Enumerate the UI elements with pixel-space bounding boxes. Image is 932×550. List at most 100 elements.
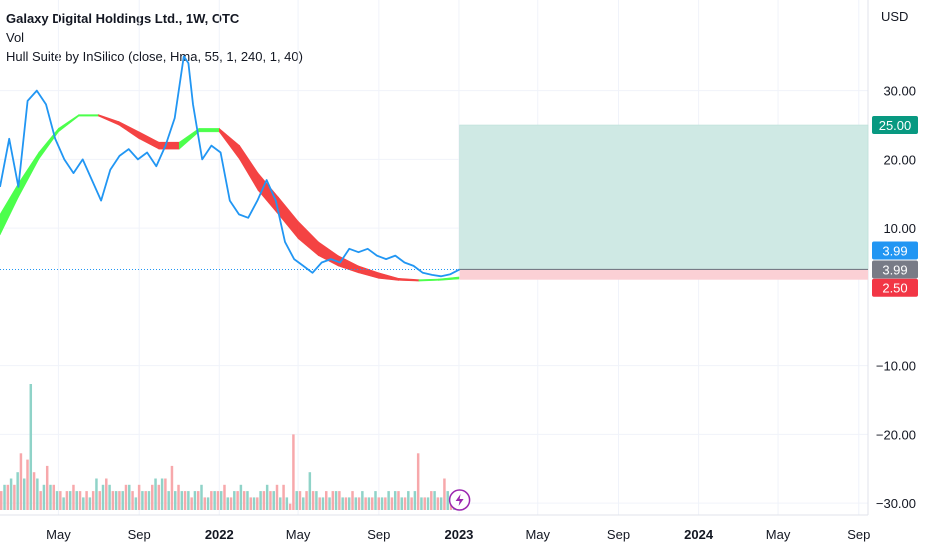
volume-bar xyxy=(321,497,325,510)
volume-bar xyxy=(334,491,338,510)
volume-bar xyxy=(101,484,105,510)
chart-legend: Galaxy Digital Holdings Ltd., 1W, OTC Vo… xyxy=(6,9,303,66)
volume-bar xyxy=(446,491,449,510)
last-price-badge-label: 3.99 xyxy=(882,243,907,258)
y-tick-label: −10.00 xyxy=(876,359,916,374)
stop-price-badge xyxy=(872,278,918,297)
volume-bar xyxy=(177,484,180,510)
volume-bar xyxy=(226,497,230,510)
volume-bar xyxy=(354,497,358,510)
volume-bar xyxy=(292,434,295,510)
volume-bar xyxy=(351,491,354,510)
volume-bar xyxy=(141,491,144,510)
volume-bar xyxy=(118,491,121,510)
volume-bar xyxy=(98,491,101,510)
volume-bar xyxy=(42,484,46,510)
hull-indicator-label[interactable]: Hull Suite by InSilico (close, Hma, 55, … xyxy=(6,49,303,64)
volume-bar xyxy=(68,491,72,510)
volume-bar xyxy=(302,497,305,510)
hull-band-segment xyxy=(218,127,240,161)
hull-band-segment xyxy=(198,128,220,133)
volume-bar xyxy=(341,497,344,510)
target-zone[interactable] xyxy=(459,124,869,270)
volume-bar xyxy=(167,491,170,510)
volume-bar xyxy=(377,497,381,510)
volume-bar xyxy=(6,484,10,510)
y-tick-label: 30.00 xyxy=(883,84,916,99)
volume-bar xyxy=(426,497,430,510)
volume-bar xyxy=(305,491,308,510)
volume-bar xyxy=(196,491,200,510)
hull-band-segment xyxy=(0,182,19,236)
volume-bar xyxy=(164,478,167,510)
volume-bar xyxy=(374,491,377,510)
volume-bar xyxy=(229,497,233,510)
volume-bar xyxy=(259,491,262,510)
volume-bar xyxy=(288,503,292,510)
volume-bar xyxy=(62,497,65,510)
volume-bar xyxy=(308,472,312,510)
volume-bar xyxy=(410,497,413,510)
volume-bar xyxy=(216,491,220,510)
volume-bar xyxy=(134,497,138,510)
hull-band-segment xyxy=(378,272,399,281)
volume-bar xyxy=(206,497,210,510)
volume-indicator-label[interactable]: Vol xyxy=(6,30,25,45)
stop-price-badge-label: 2.50 xyxy=(882,281,907,296)
x-tick-label: Sep xyxy=(847,527,870,542)
volume-bar xyxy=(203,497,207,510)
volume-bar xyxy=(361,491,364,510)
x-tick-label: 2024 xyxy=(684,527,714,542)
volume-bar xyxy=(272,491,275,510)
hull-band-segment xyxy=(178,127,200,150)
x-tick-label: May xyxy=(46,527,71,542)
y-tick-label: −20.00 xyxy=(876,427,916,442)
entry-price-badge xyxy=(872,260,918,279)
volume-bar xyxy=(279,497,282,510)
volume-bar xyxy=(82,497,85,510)
stop-zone[interactable] xyxy=(459,269,868,280)
lightning-glyph xyxy=(455,494,464,506)
volume-bar xyxy=(49,484,52,510)
volume-bar xyxy=(328,497,331,510)
volume-bar xyxy=(436,497,440,510)
volume-bar xyxy=(154,478,157,510)
volume-bar xyxy=(285,497,289,510)
volume-bar xyxy=(370,497,374,510)
y-tick-label: 10.00 xyxy=(883,221,916,236)
volume-bar xyxy=(105,478,108,510)
volume-bar xyxy=(269,491,272,510)
hull-band-segment xyxy=(337,255,359,274)
volume-bar xyxy=(239,484,243,510)
volume-bar xyxy=(39,491,42,510)
symbol-title[interactable]: Galaxy Digital Holdings Ltd., 1W, OTC xyxy=(6,11,240,26)
volume-bar xyxy=(311,491,315,510)
volume-bar xyxy=(384,497,387,510)
price-line[interactable] xyxy=(0,55,461,278)
volume-bar xyxy=(9,478,13,510)
currency-label[interactable]: USD xyxy=(881,9,909,24)
volume-bar xyxy=(433,491,436,510)
hull-band-segment xyxy=(58,114,80,133)
hull-band-segment xyxy=(278,196,299,240)
volume-bar xyxy=(275,484,279,510)
volume-bar xyxy=(400,497,403,510)
volume-bar xyxy=(423,497,426,510)
x-tick-label: Sep xyxy=(607,527,630,542)
volume-bar xyxy=(3,484,6,510)
volume-bar xyxy=(114,491,118,510)
volume-bar xyxy=(430,491,433,510)
volume-bar xyxy=(22,478,26,510)
volume-bar xyxy=(407,491,410,510)
volume-bar xyxy=(26,459,29,510)
volume-bar xyxy=(364,497,367,510)
volume-bar xyxy=(252,497,256,510)
volume-bar xyxy=(65,491,69,510)
volume-bar xyxy=(75,491,78,510)
volume-bar xyxy=(187,491,190,510)
target-price-badge-label: 25.00 xyxy=(879,118,912,133)
hull-band-segment xyxy=(239,144,259,192)
volume-bar xyxy=(242,491,246,510)
entry-price-badge-label: 3.99 xyxy=(882,262,907,277)
